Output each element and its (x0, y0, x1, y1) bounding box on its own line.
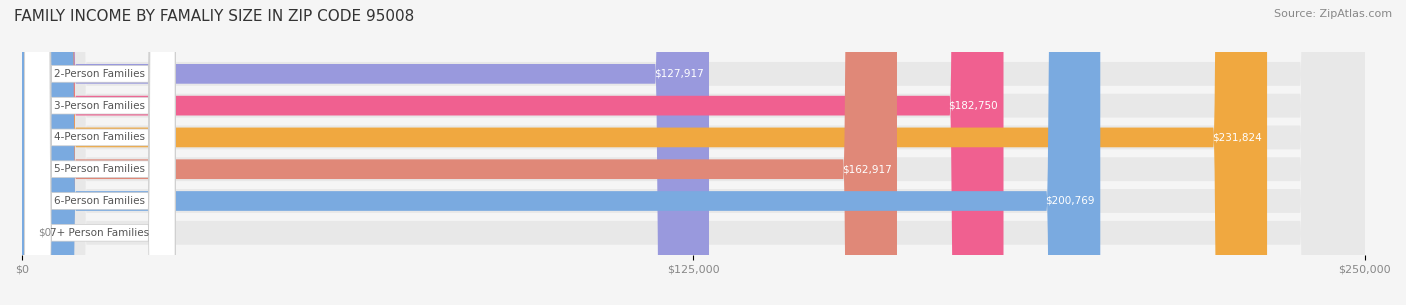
FancyBboxPatch shape (22, 0, 1365, 305)
FancyBboxPatch shape (22, 0, 1267, 305)
Text: 3-Person Families: 3-Person Families (55, 101, 145, 111)
Text: $200,769: $200,769 (1046, 196, 1095, 206)
FancyBboxPatch shape (22, 0, 1365, 305)
FancyBboxPatch shape (25, 0, 176, 305)
FancyBboxPatch shape (22, 0, 1365, 305)
Text: 5-Person Families: 5-Person Families (55, 164, 145, 174)
Text: Source: ZipAtlas.com: Source: ZipAtlas.com (1274, 9, 1392, 19)
FancyBboxPatch shape (22, 0, 897, 305)
Text: 4-Person Families: 4-Person Families (55, 132, 145, 142)
Text: 6-Person Families: 6-Person Families (55, 196, 145, 206)
Text: $0: $0 (38, 228, 51, 238)
FancyBboxPatch shape (22, 0, 1101, 305)
Text: 2-Person Families: 2-Person Families (55, 69, 145, 79)
FancyBboxPatch shape (25, 0, 176, 305)
Text: $182,750: $182,750 (949, 101, 998, 111)
FancyBboxPatch shape (22, 0, 1365, 305)
FancyBboxPatch shape (22, 0, 709, 305)
Text: 7+ Person Families: 7+ Person Families (51, 228, 149, 238)
FancyBboxPatch shape (25, 0, 176, 305)
Text: $231,824: $231,824 (1212, 132, 1261, 142)
FancyBboxPatch shape (25, 0, 176, 305)
FancyBboxPatch shape (25, 0, 176, 305)
Text: $162,917: $162,917 (842, 164, 891, 174)
FancyBboxPatch shape (25, 0, 176, 305)
FancyBboxPatch shape (22, 0, 1365, 305)
Text: FAMILY INCOME BY FAMALIY SIZE IN ZIP CODE 95008: FAMILY INCOME BY FAMALIY SIZE IN ZIP COD… (14, 9, 415, 24)
FancyBboxPatch shape (22, 0, 1365, 305)
FancyBboxPatch shape (22, 0, 1004, 305)
Text: $127,917: $127,917 (654, 69, 703, 79)
